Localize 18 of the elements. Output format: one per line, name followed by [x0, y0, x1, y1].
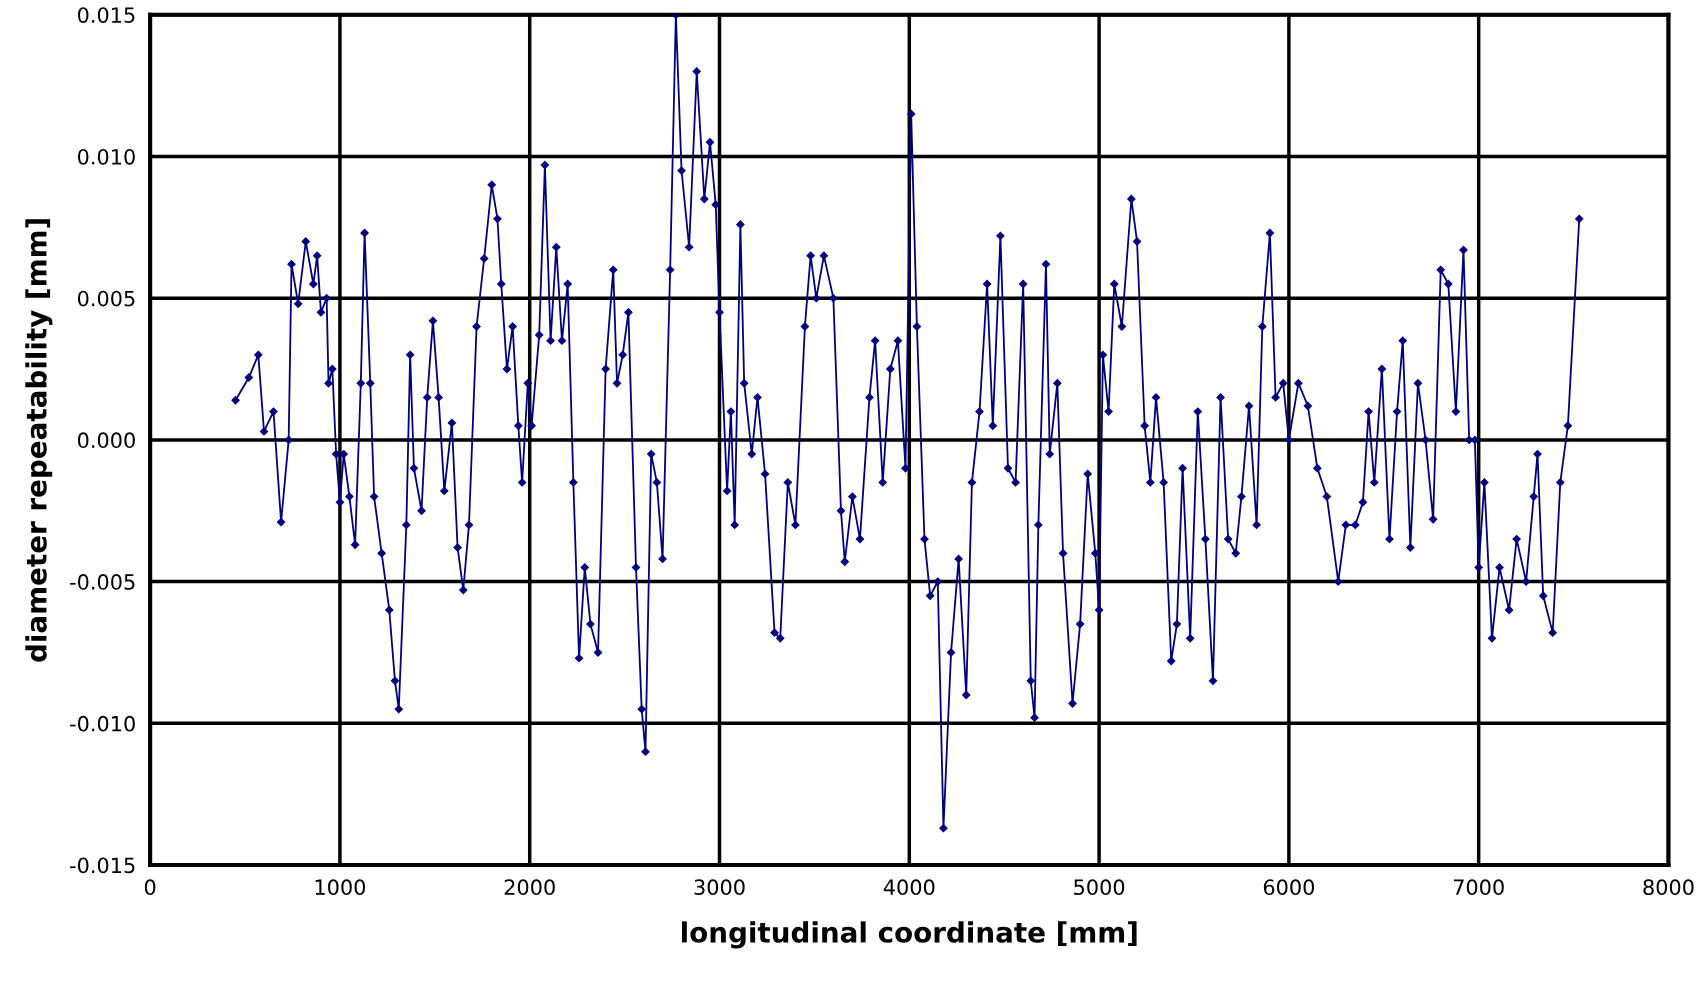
x-tick-label: 7000: [1453, 879, 1504, 896]
y-tick-label: -0.005: [70, 574, 135, 590]
x-axis-title: longitudinal coordinate [mm]: [681, 921, 1137, 949]
y-axis-title: diameter repeatability [mm]: [25, 219, 53, 662]
x-tick-label: 4000: [883, 879, 935, 896]
x-tick-label: 6000: [1263, 879, 1315, 896]
y-tick-label: -0.015: [70, 857, 135, 874]
x-tick-label: 3000: [694, 879, 745, 896]
y-tick-label: 0.000: [77, 432, 135, 449]
x-tick-label: 5000: [1074, 879, 1125, 896]
x-tick-label: 0: [144, 879, 156, 896]
y-tick-label: 0.010: [77, 148, 135, 165]
x-tick-label: 2000: [504, 879, 555, 896]
x-tick-label: 1000: [315, 879, 366, 896]
y-tick-label: 0.015: [77, 7, 135, 23]
x-tick-label: 8000: [1643, 879, 1694, 896]
y-tick-label: -0.010: [70, 715, 135, 732]
y-tick-label: 0.005: [77, 290, 135, 307]
